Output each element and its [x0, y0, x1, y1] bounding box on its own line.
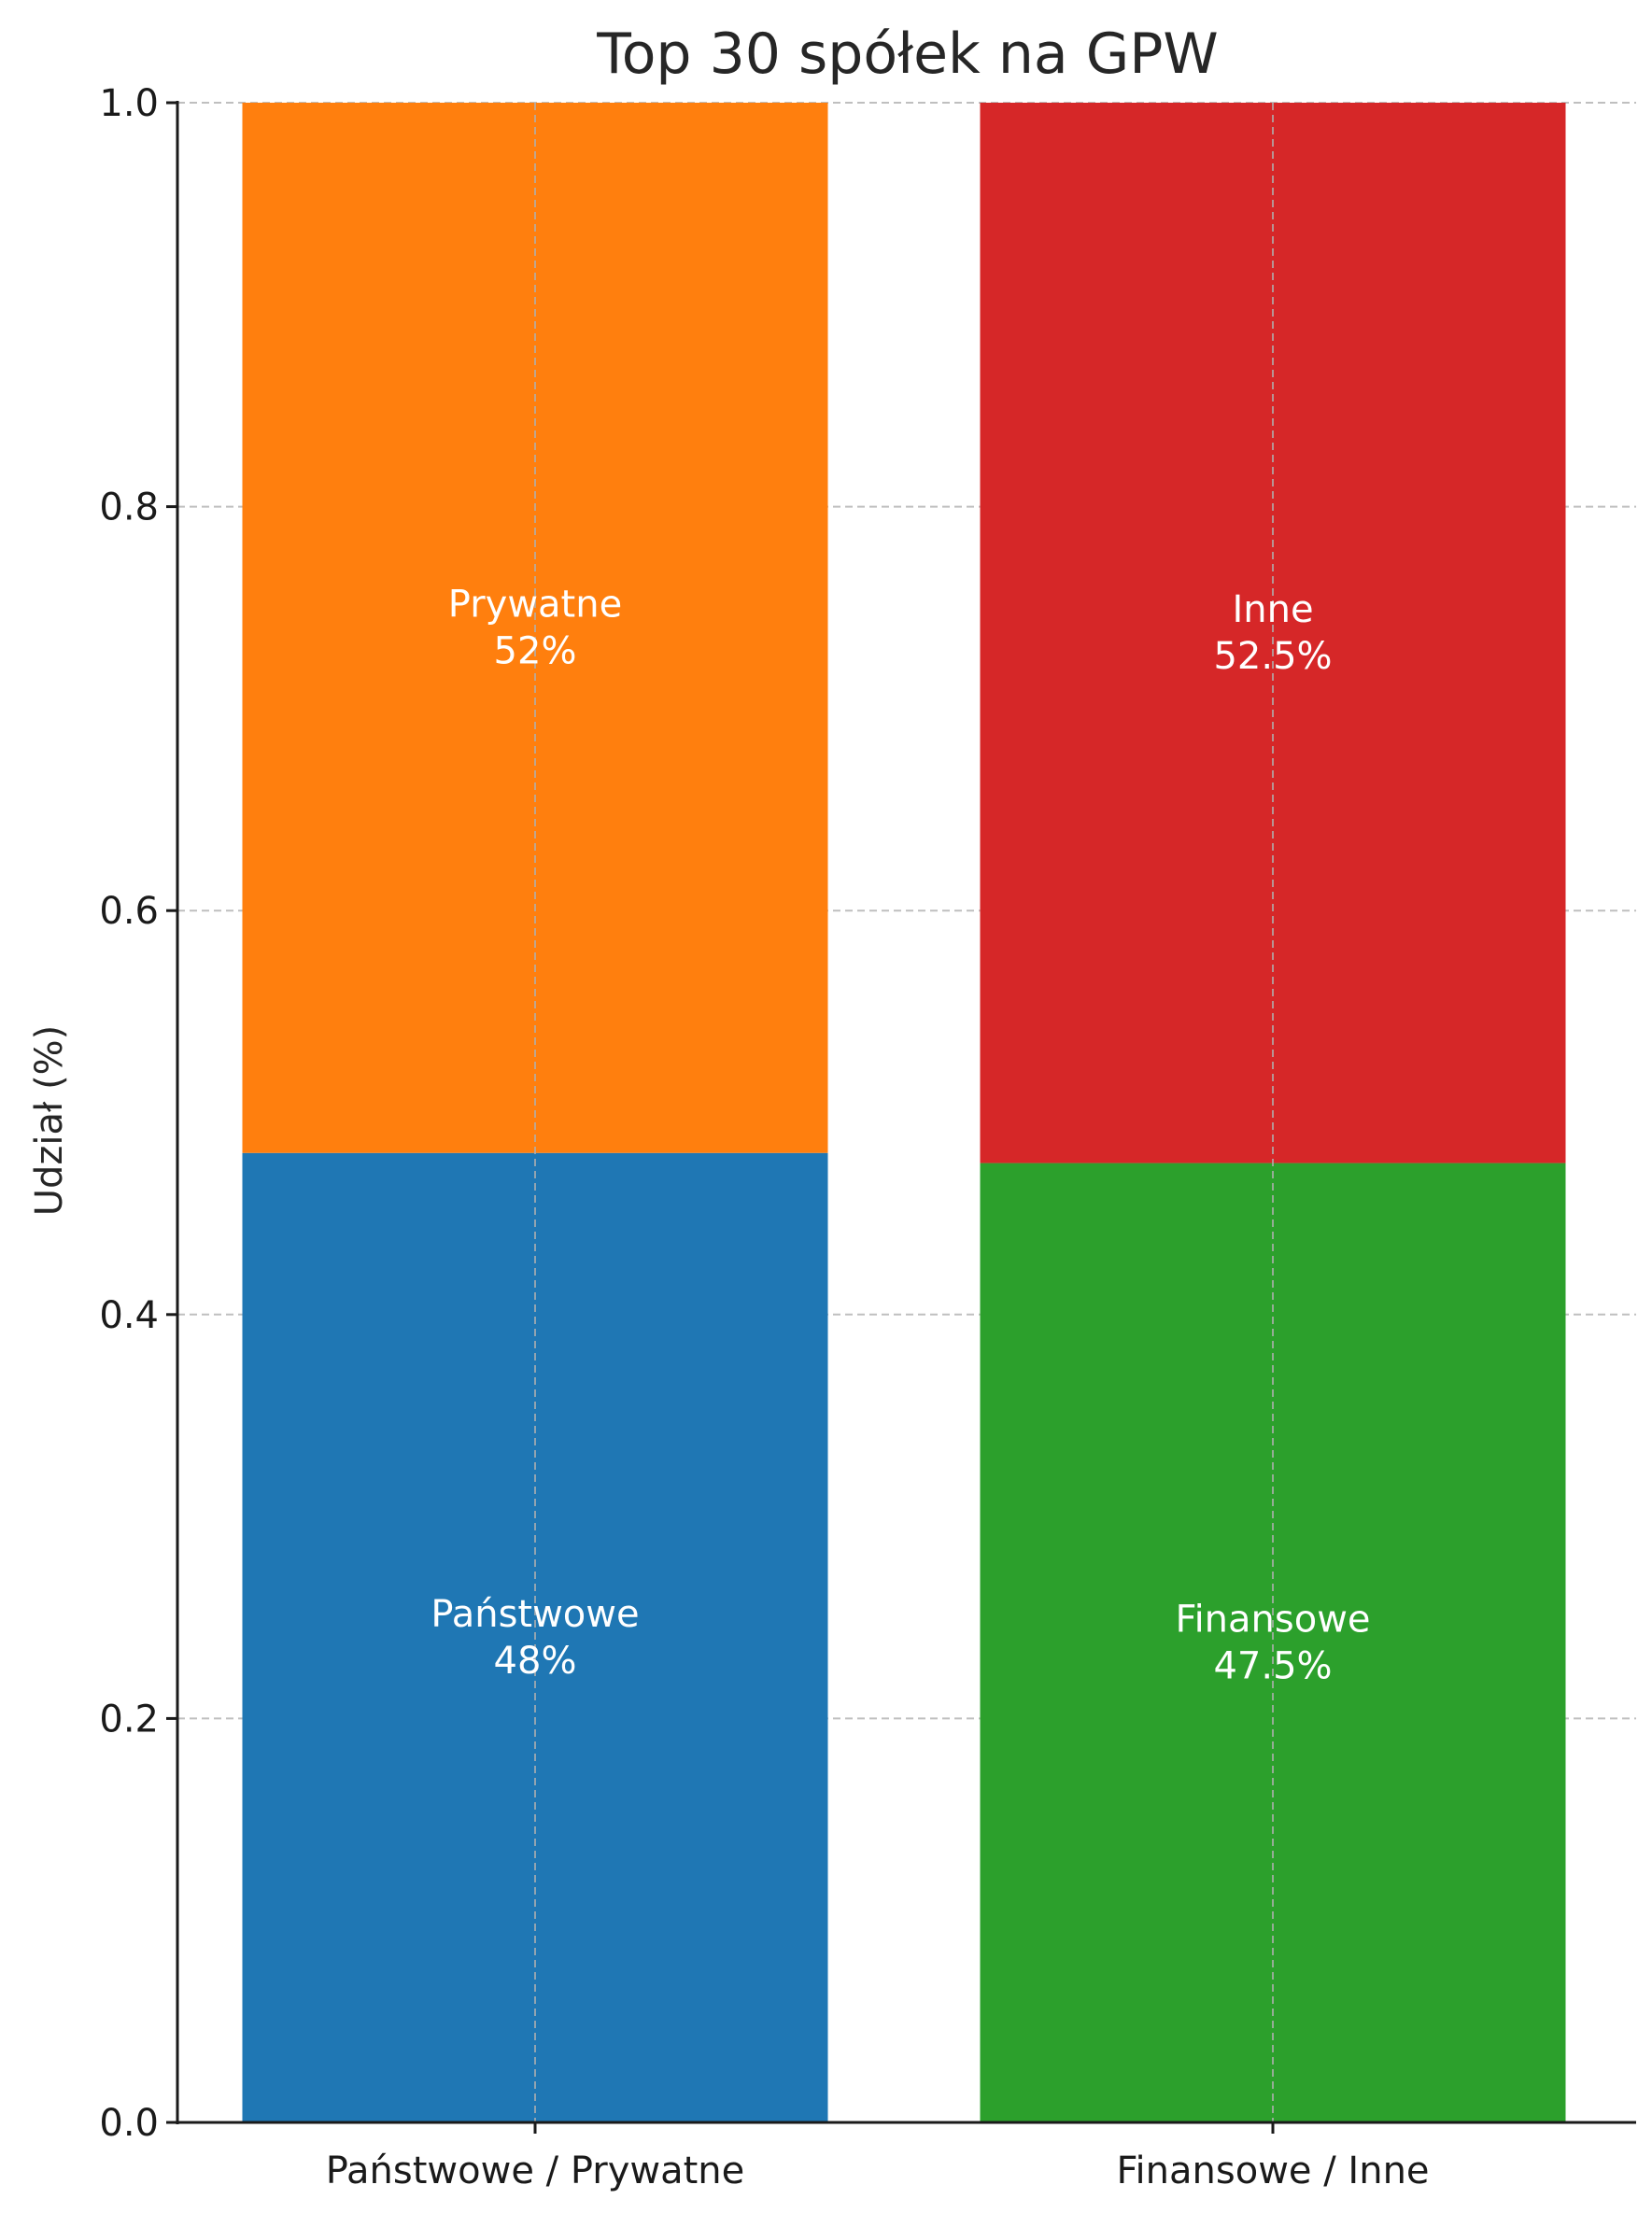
y-tick-label: 0.4 — [99, 1294, 159, 1337]
segment-value-label: 48% — [494, 1640, 577, 1683]
vertical-gridlines — [534, 103, 1274, 2122]
y-tick-label: 1.0 — [99, 82, 159, 125]
segment-name-label: Inne — [1232, 588, 1313, 631]
segment-name-label: Państwowe — [431, 1593, 639, 1636]
x-tick-label: Państwowe / Prywatne — [326, 2150, 745, 2192]
y-axis-label: Udział (%) — [28, 1025, 71, 1217]
segment-name-label: Finansowe — [1175, 1598, 1370, 1641]
segment-name-label: Prywatne — [448, 583, 622, 626]
y-ticks: 0.0 0.2 0.4 0.6 0.8 1.0 — [99, 82, 177, 2145]
bars — [242, 103, 1566, 2122]
x-ticks: Państwowe / Prywatne Finansowe / Inne — [326, 2122, 1430, 2192]
axes — [176, 101, 1636, 2124]
y-tick-label: 0.6 — [99, 890, 159, 933]
x-tick-label: Finansowe / Inne — [1116, 2150, 1429, 2192]
y-tick-label: 0.8 — [99, 486, 159, 529]
y-tick-label: 0.2 — [99, 1698, 159, 1741]
chart-title: Top 30 spółek na GPW — [596, 21, 1218, 87]
segment-value-label: 47.5% — [1213, 1644, 1332, 1687]
segment-value-label: 52.5% — [1213, 635, 1332, 678]
y-tick-label: 0.0 — [99, 2102, 159, 2145]
segment-value-label: 52% — [494, 629, 577, 672]
